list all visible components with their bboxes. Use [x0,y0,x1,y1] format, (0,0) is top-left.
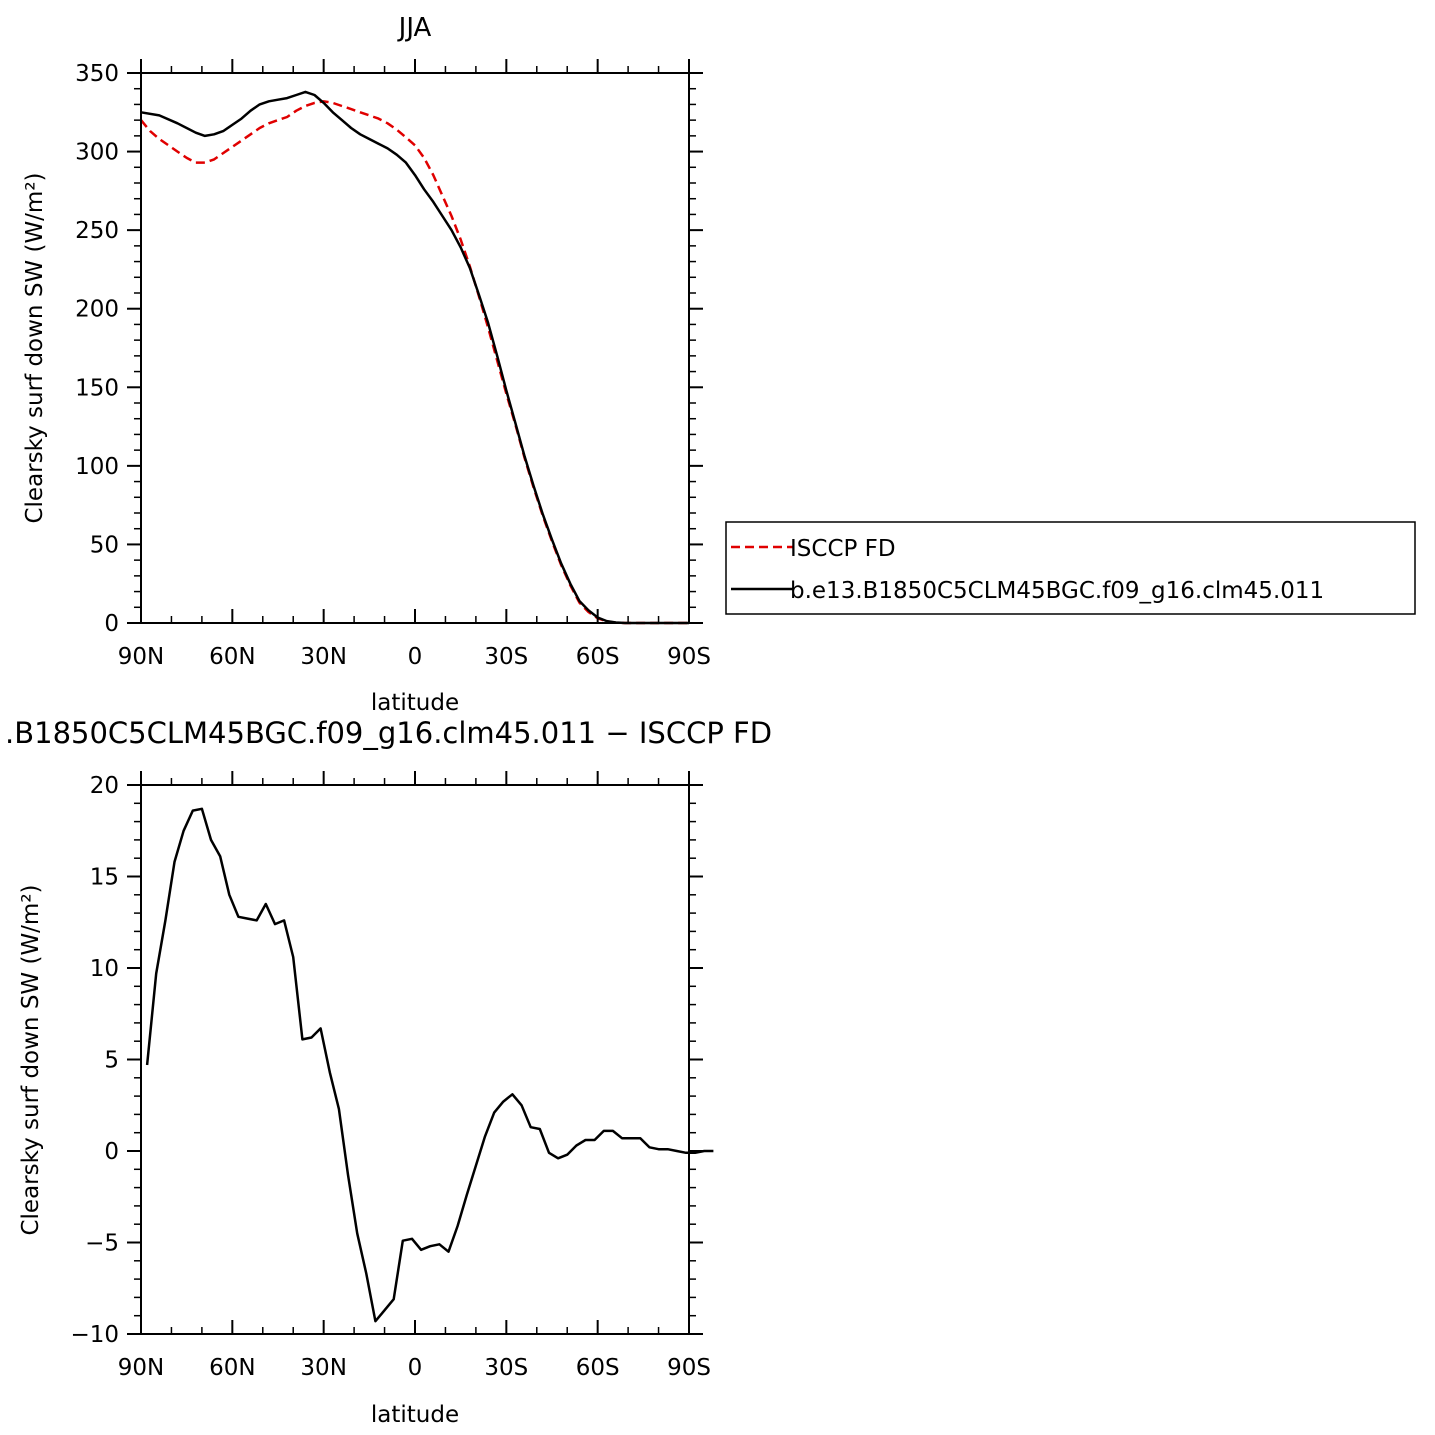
bottom-y-tick-label: 20 [90,773,119,799]
top-axis-ticks: 90N 60N 30N 0 30S 60S 90S 0 50 100 150 200 250 300 350 [75,59,711,670]
bottom-y-tick-label: 15 [90,865,119,891]
bottom-x-tick-label: 30S [484,1355,528,1381]
top-y-tick-label: 250 [75,218,119,244]
top-x-tick-label: 60N [209,644,255,670]
top-x-tick-label: 60S [576,644,620,670]
top-y-tick-label: 50 [90,532,119,558]
bottom-series-line-0 [145,807,714,1323]
bottom-x-tick-label: 60N [209,1355,255,1381]
top-x-axis-label: latitude [371,690,459,716]
bottom-x-tick-label: 90S [667,1355,711,1381]
bottom-x-tick-label: 30N [300,1355,346,1381]
bottom-panel: .B1850C5CLM45BGC.f09_g16.clm45.011 − ISC… [5,716,772,1428]
top-title: JJA [397,13,432,43]
bottom-x-tick-label: 60S [576,1355,620,1381]
bottom-y-tick-label: 10 [90,956,119,982]
bottom-plot-lines [145,807,714,1323]
top-y-tick-label: 300 [75,140,119,166]
bottom-x-tick-label: 90N [118,1355,164,1381]
bottom-title: .B1850C5CLM45BGC.f09_g16.clm45.011 − ISC… [5,716,772,750]
bottom-y-axis-label: Clearsky surf down SW (W/m²) [18,884,44,1235]
bottom-x-axis-label: latitude [371,1402,459,1428]
top-x-tick-label: 30N [300,644,346,670]
top-x-tick-label: 90S [667,644,711,670]
bottom-y-tick-label: −10 [70,1322,119,1348]
legend-box [725,521,1416,615]
top-x-tick-label: 90N [118,644,164,670]
bottom-y-tick-label: 5 [104,1048,119,1074]
top-x-tick-label: 30S [484,644,528,670]
top-plot-lines [140,90,689,625]
bottom-y-tick-label: −5 [85,1231,119,1257]
legend: ISCCP FD b.e13.B1850C5CLM45BGC.f09_g16.c… [725,521,1416,615]
top-series-line-1 [140,90,689,625]
top-y-axis-label: Clearsky surf down SW (W/m²) [22,172,48,523]
top-y-tick-label: 200 [75,297,119,323]
top-plot-frame [140,72,690,624]
bottom-axis-ticks: 90N 60N 30N 0 30S 60S 90S −10 −5 0 5 10 15 20 [70,771,711,1381]
top-panel: JJA 90N 60N 30N 0 30S 60S 90S 0 50 100 150 200 250 30… [22,13,1416,716]
bottom-y-tick-label: 0 [104,1139,119,1165]
bottom-x-tick-label: 0 [408,1355,423,1381]
top-x-tick-label: 0 [408,644,423,670]
top-series-line-0 [140,100,689,625]
top-y-tick-label: 0 [104,611,119,637]
legend-label-model: b.e13.B1850C5CLM45BGC.f09_g16.clm45.011 [790,578,1324,604]
top-y-tick-label: 150 [75,375,119,401]
top-y-tick-label: 100 [75,454,119,480]
legend-label-isccp: ISCCP FD [790,536,896,562]
top-y-tick-label: 350 [75,61,119,87]
